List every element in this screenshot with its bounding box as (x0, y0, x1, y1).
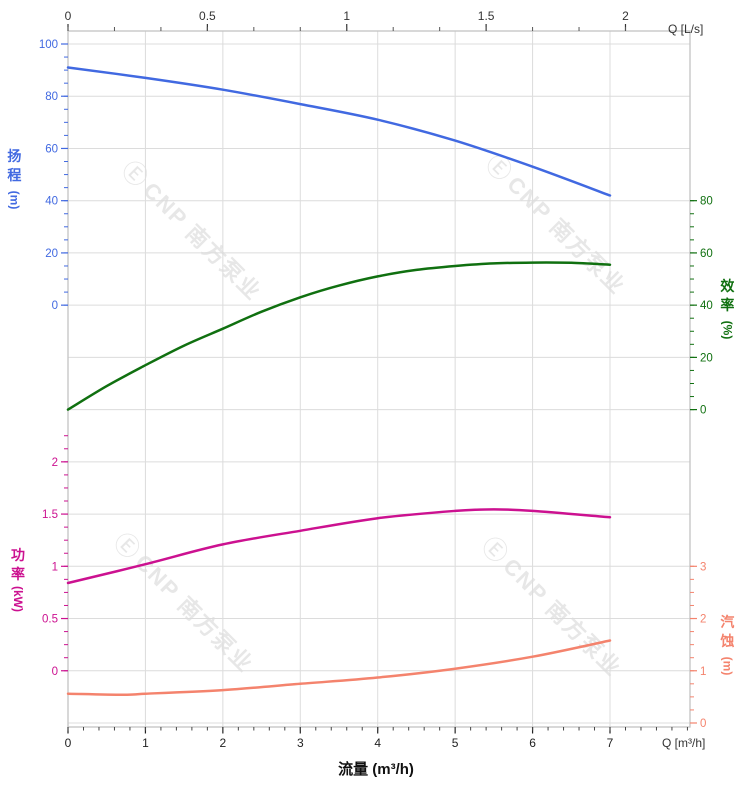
power-tick-label: 2 (52, 457, 58, 469)
head-tick-label: 20 (45, 248, 58, 260)
power-tick-label: 1 (52, 561, 58, 573)
npsh-tick-label: 2 (700, 614, 706, 626)
efficiency-tick-label: 40 (700, 300, 713, 312)
bottom-axis-tick-label: 2 (220, 736, 227, 750)
bottom-axis-tick-label: 4 (374, 736, 381, 750)
bottom-axis-tick-label: 3 (297, 736, 304, 750)
head-axis-unit: (m) (7, 190, 22, 210)
bottom-axis-tick-label: 7 (607, 736, 614, 750)
head-tick-label: 80 (45, 91, 58, 103)
efficiency-curve (66, 261, 612, 411)
npsh-axis-unit: (m) (720, 656, 735, 676)
power-axis-unit: (kW) (11, 585, 25, 612)
top-axis-tick-label: 1.5 (478, 9, 495, 23)
top-axis-tick-label: 0 (65, 9, 72, 23)
efficiency-axis-unit: (%) (720, 320, 735, 340)
head-axis-title: 扬程 (m) (5, 147, 24, 210)
bottom-axis-tick-label: 0 (65, 736, 72, 750)
head-curve (66, 66, 612, 197)
power-tick-label: 0.5 (42, 614, 58, 626)
power-axis-title: 功率 (kW) (5, 546, 31, 612)
efficiency-axis-title-text: 效率 (720, 278, 735, 313)
head-tick-label: 100 (39, 39, 58, 51)
plot-border (67, 30, 691, 728)
npsh-tick-label: 0 (700, 718, 706, 730)
efficiency-axis-title: 效率 (%) (718, 277, 737, 340)
head-tick-label: 40 (45, 196, 58, 208)
bottom-axis-tick-label: 5 (452, 736, 459, 750)
top-axis-tick-label: 1 (343, 9, 350, 23)
power-axis-title-text: 功率 (11, 547, 25, 582)
head-tick-label: 60 (45, 143, 58, 155)
power-tick-label: 0 (52, 666, 58, 678)
npsh-axis-title: 汽蚀 (m) (718, 613, 737, 676)
npsh-axis-title-text: 汽蚀 (720, 614, 735, 649)
bottom-axis-tick-label: 6 (529, 736, 536, 750)
npsh-curve (66, 639, 612, 697)
efficiency-tick-label: 0 (700, 405, 706, 417)
top-axis-unit-label: Q [L/s] (668, 22, 704, 36)
head-tick-label: 0 (52, 300, 58, 312)
efficiency-tick-label: 60 (700, 248, 713, 260)
npsh-tick-label: 1 (700, 666, 706, 678)
top-axis-tick-label: 2 (622, 9, 629, 23)
top-axis-tick-label: 0.5 (199, 9, 216, 23)
bottom-axis-unit-label: Q [m³/h] (662, 736, 706, 750)
flow-axis-label: 流量 (m³/h) (338, 761, 414, 778)
npsh-tick-label: 3 (700, 561, 706, 573)
power-curve (66, 508, 612, 585)
bottom-axis-tick-label: 1 (142, 736, 149, 750)
efficiency-tick-label: 80 (700, 196, 713, 208)
head-axis-title-text: 扬程 (7, 148, 22, 183)
power-tick-label: 1.5 (42, 509, 58, 521)
efficiency-tick-label: 20 (700, 352, 713, 364)
